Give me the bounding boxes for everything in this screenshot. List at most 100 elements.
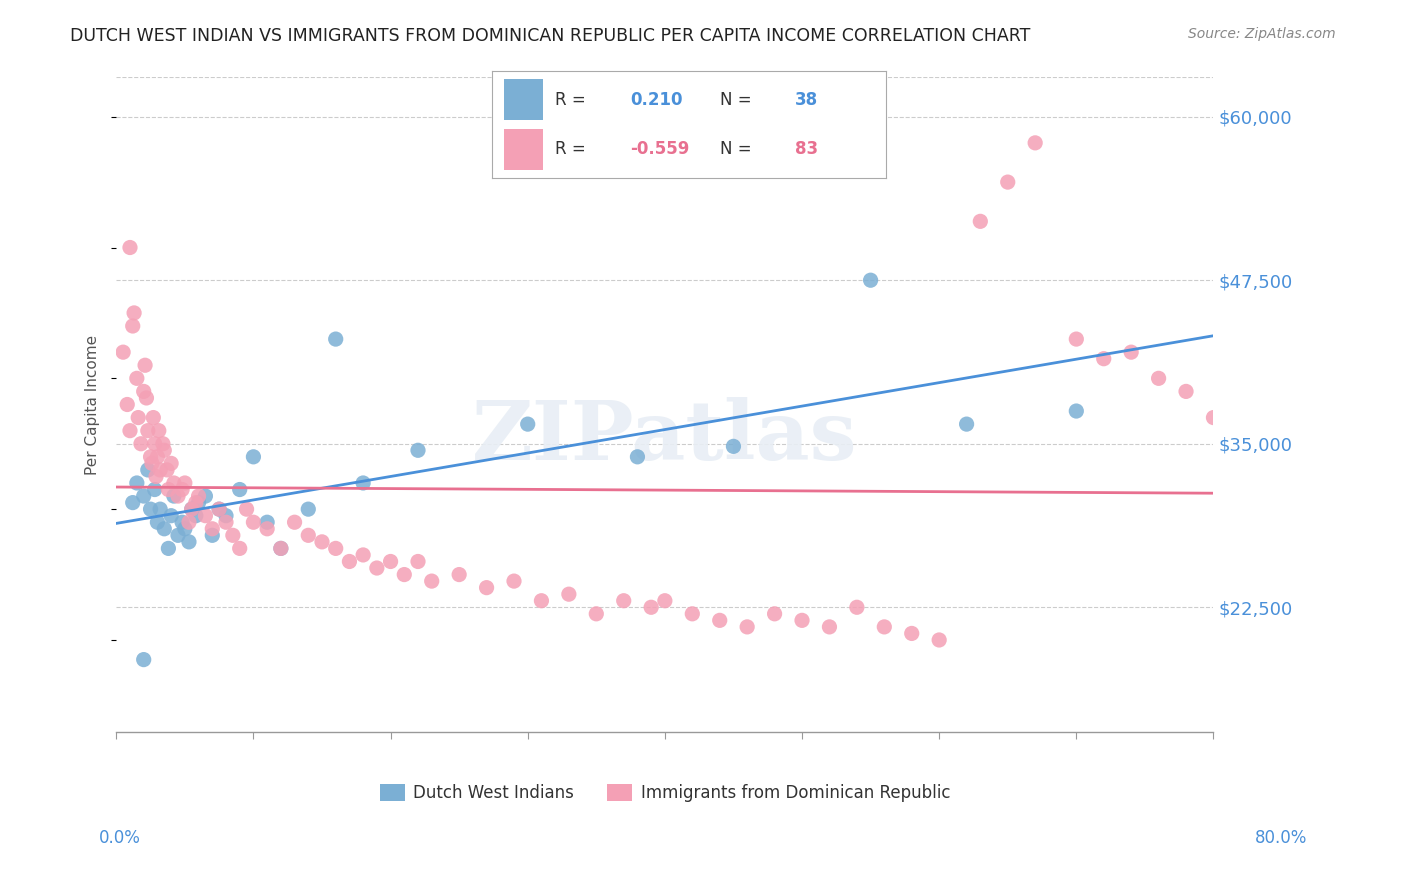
Point (187, 495, 209, 509)
Point (201, 522, 224, 536)
Point (157, 483, 180, 497)
Point (156, 463, 179, 477)
Point (172, 483, 194, 497)
Point (270, 541, 292, 556)
Point (132, 489, 155, 503)
Point (194, 489, 217, 503)
Point (256, 522, 278, 536)
Point (136, 424, 159, 438)
Point (173, 475, 195, 490)
Point (145, 469, 167, 483)
Text: N =: N = (720, 141, 752, 159)
Point (172, 515, 194, 529)
Point (1066, 404, 1088, 418)
Y-axis label: Per Capita Income: Per Capita Income (86, 334, 100, 475)
Point (160, 456, 183, 470)
Point (163, 475, 186, 490)
Point (127, 410, 149, 425)
Text: 83: 83 (796, 141, 818, 159)
Point (640, 600, 662, 615)
Point (135, 391, 157, 405)
Point (1024, 136, 1046, 150)
Point (297, 528, 319, 542)
Point (215, 508, 238, 523)
Point (242, 515, 264, 529)
Point (117, 397, 139, 411)
Point (516, 417, 538, 431)
Point (1092, 351, 1115, 366)
Legend: Dutch West Indians, Immigrants from Dominican Republic: Dutch West Indians, Immigrants from Domi… (380, 783, 950, 802)
Point (149, 463, 172, 477)
Point (406, 443, 429, 458)
Point (184, 495, 207, 509)
Point (406, 554, 429, 568)
Point (256, 515, 278, 529)
Point (184, 508, 207, 523)
Point (132, 384, 155, 399)
Point (173, 522, 195, 536)
Point (152, 436, 174, 450)
Point (873, 620, 896, 634)
Point (1202, 410, 1225, 425)
Point (845, 600, 868, 615)
Point (900, 626, 922, 640)
Point (790, 613, 813, 627)
Text: -0.559: -0.559 (630, 141, 689, 159)
Point (143, 436, 166, 450)
Point (125, 371, 148, 385)
Point (208, 502, 231, 516)
Point (134, 358, 156, 372)
Point (139, 450, 162, 464)
Point (969, 214, 991, 228)
Point (125, 475, 148, 490)
Point (121, 318, 143, 333)
Text: ZIPatlas: ZIPatlas (472, 397, 858, 477)
Text: R =: R = (555, 91, 586, 109)
Text: DUTCH WEST INDIAN VS IMMIGRANTS FROM DOMINICAN REPUBLIC PER CAPITA INCOME CORREL: DUTCH WEST INDIAN VS IMMIGRANTS FROM DOM… (70, 27, 1031, 45)
Point (394, 567, 416, 582)
Point (121, 495, 143, 509)
Point (167, 489, 190, 503)
Point (449, 567, 471, 582)
Point (352, 475, 374, 490)
Point (167, 528, 190, 542)
Text: 80.0%: 80.0% (1256, 830, 1308, 847)
Point (187, 489, 209, 503)
Point (339, 554, 361, 568)
Point (157, 541, 180, 556)
Point (681, 607, 703, 621)
Point (148, 424, 170, 438)
Bar (503, 78, 543, 120)
Point (723, 439, 745, 453)
Text: 0.0%: 0.0% (98, 830, 141, 847)
Point (228, 483, 250, 497)
Point (735, 620, 758, 634)
Point (380, 554, 402, 568)
Point (146, 515, 169, 529)
Point (235, 502, 257, 516)
Point (228, 541, 250, 556)
Point (136, 463, 159, 477)
Point (153, 443, 176, 458)
Point (1121, 345, 1143, 359)
Point (201, 528, 224, 542)
Point (530, 593, 553, 607)
Point (215, 515, 238, 529)
Point (1066, 332, 1088, 346)
Point (818, 620, 841, 634)
Text: N =: N = (720, 91, 752, 109)
Point (420, 574, 443, 588)
Point (208, 502, 231, 516)
Point (177, 515, 200, 529)
Bar (503, 129, 543, 169)
Point (558, 587, 581, 601)
Point (613, 593, 636, 607)
Point (928, 632, 950, 647)
Point (585, 607, 607, 621)
Point (626, 450, 648, 464)
Point (284, 515, 307, 529)
Point (122, 306, 145, 320)
Point (160, 508, 183, 523)
Point (143, 483, 166, 497)
Point (142, 410, 165, 425)
